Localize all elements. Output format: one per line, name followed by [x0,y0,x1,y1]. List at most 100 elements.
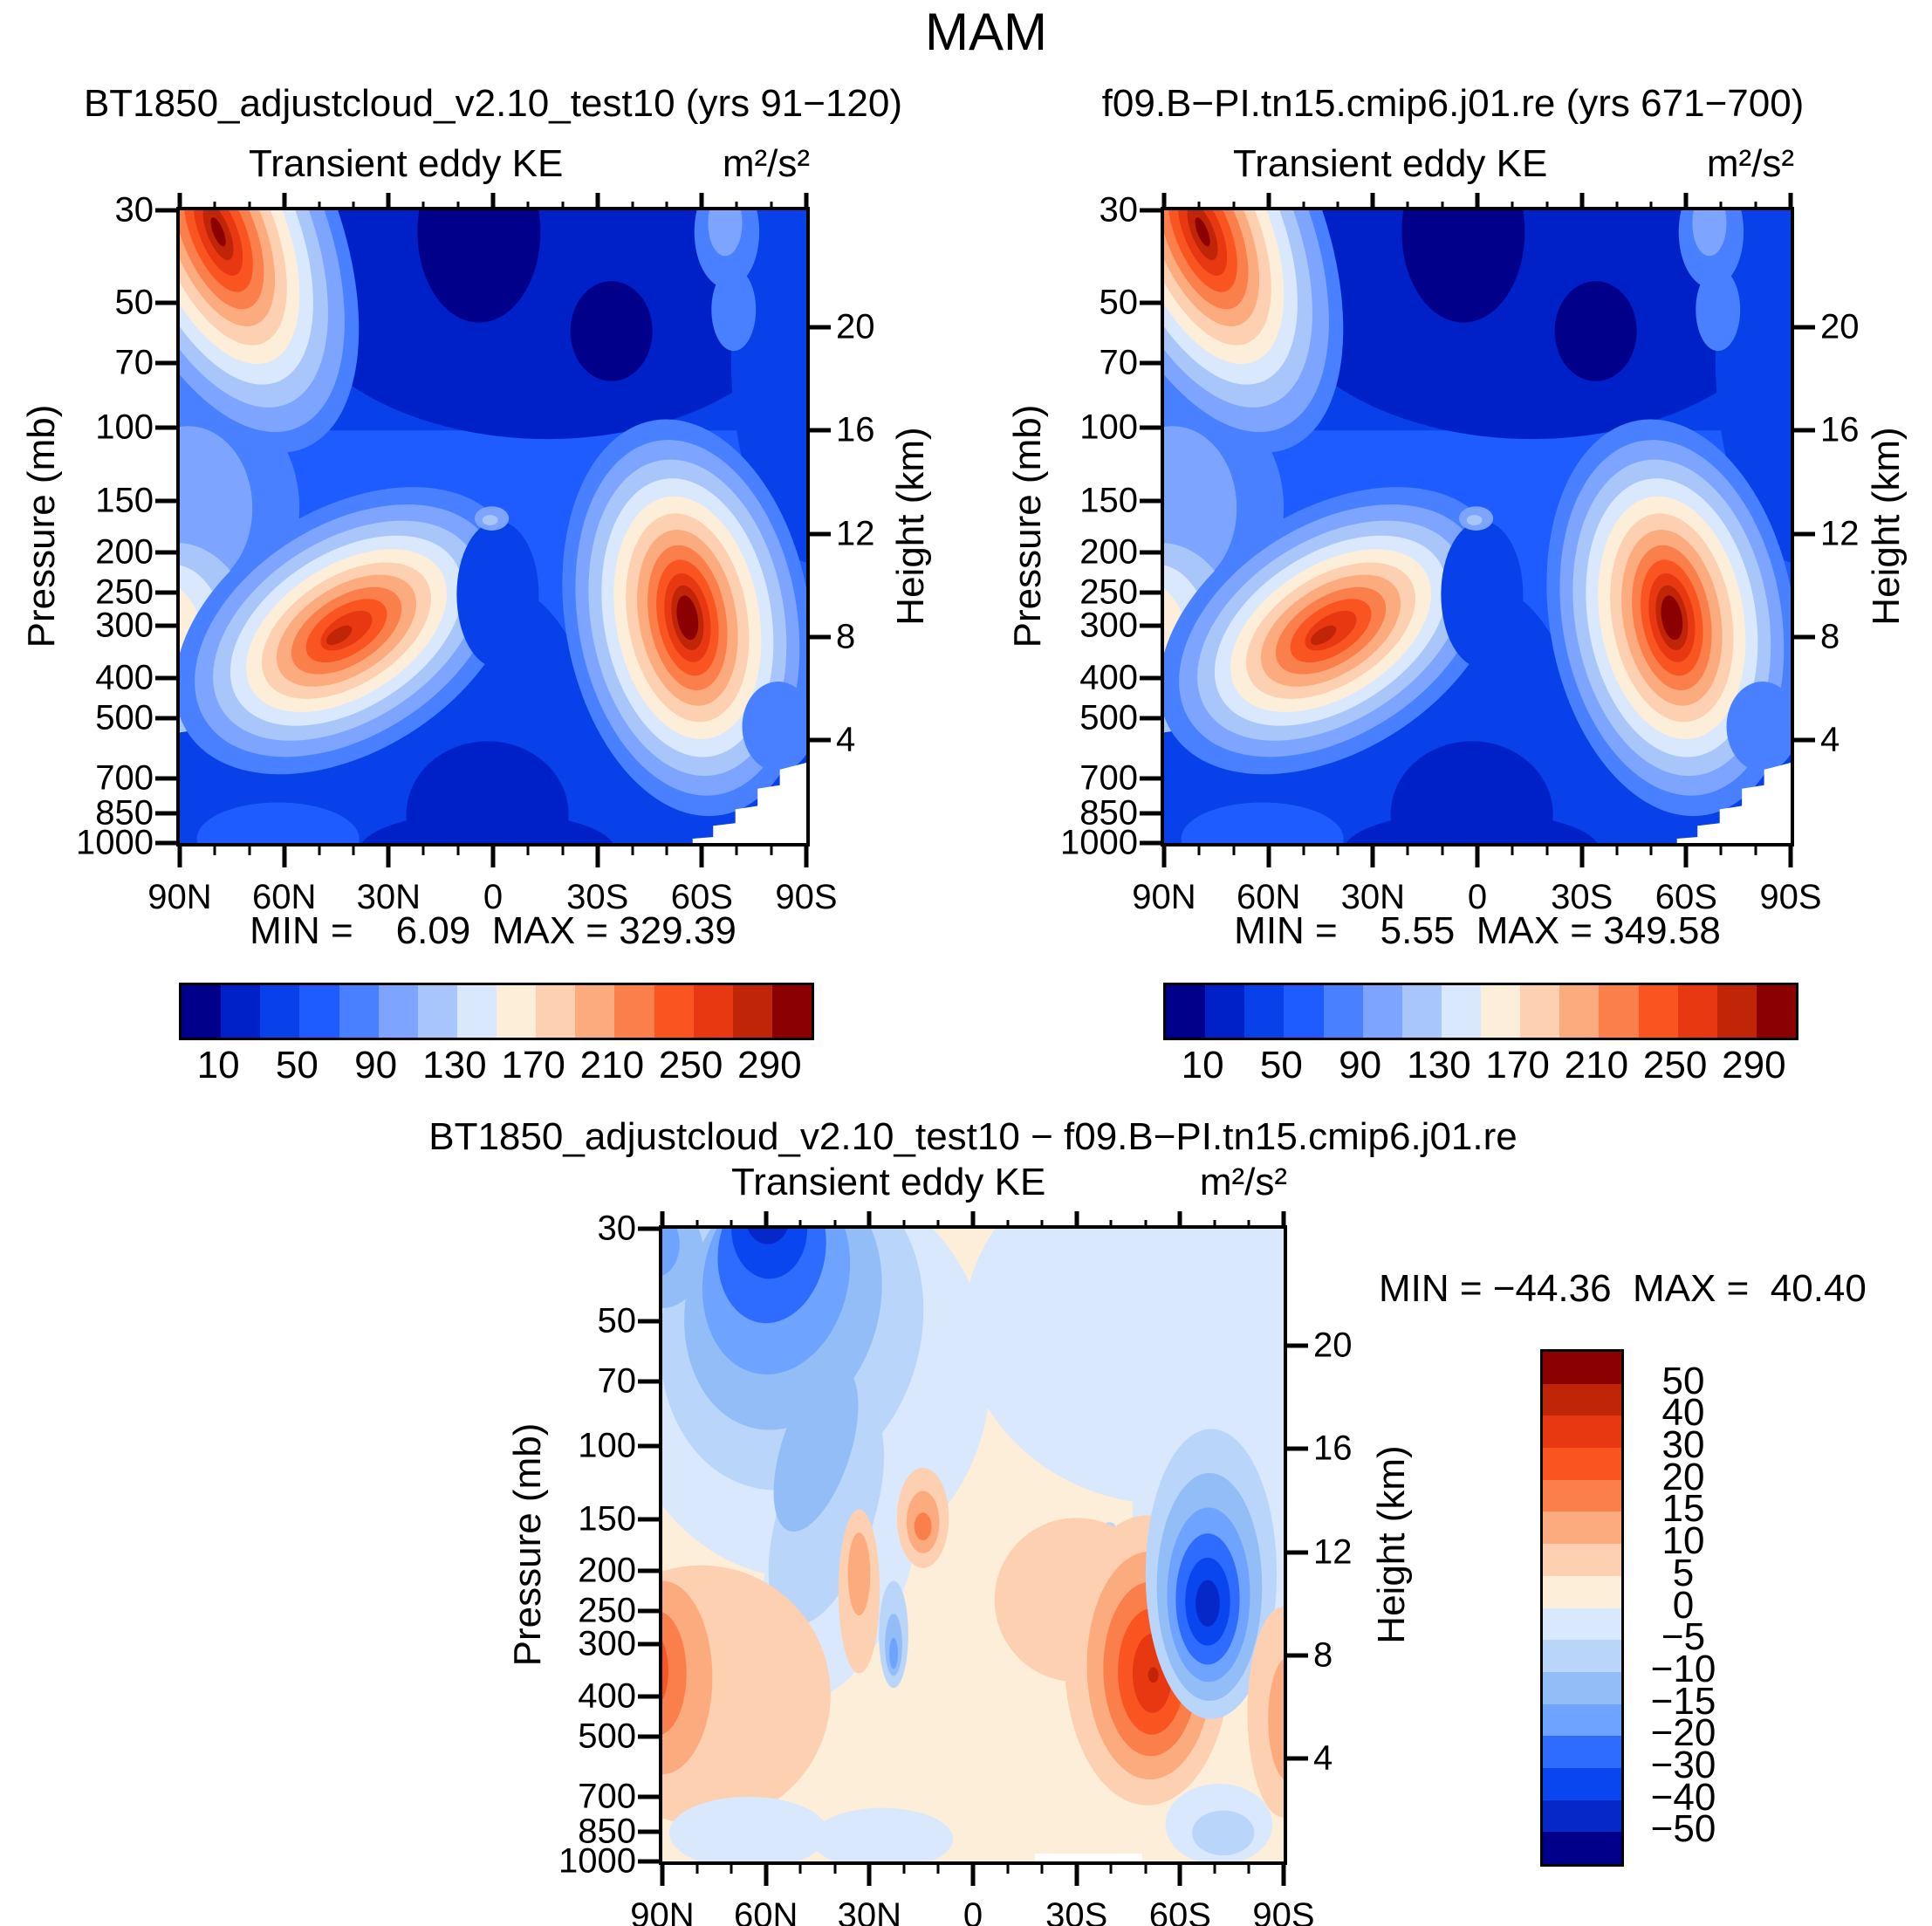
height-tick-label: 4 [1313,1738,1333,1778]
lat-minor-tick [561,202,565,210]
pressure-tick-label: 150 [578,1499,636,1539]
lat-tick-label: 60N [1236,878,1301,916]
lat-tick-label: 60S [670,878,733,916]
lat-tick [282,193,287,210]
lat-tick [1370,193,1375,210]
pressure-tick-label: 700 [578,1777,636,1816]
lat-tick [660,1861,665,1886]
height-tick [810,634,831,640]
panel-right-subtitle: Transient eddy KE [1233,142,1548,185]
pressure-tick-label: 500 [578,1717,636,1756]
lat-tick-label: 90S [775,878,838,916]
height-tick [1794,531,1815,537]
lat-tick [1161,193,1167,210]
colorbar-segment [1716,985,1757,1038]
colorbar-segment [1543,1352,1621,1384]
pressure-tick [155,590,176,595]
lat-minor-tick [248,843,251,855]
lat-tick [1281,1861,1286,1886]
lat-minor-tick [1006,1220,1010,1229]
pressure-tick-label: 850 [95,793,154,833]
colorbar-segment [1677,985,1717,1038]
lat-tick [1683,843,1689,867]
pressure-tick [638,1517,659,1522]
lat-tick-label: 60N [251,878,317,916]
colorbar-tick-label: 10 [196,1044,240,1086]
pressure-tick [155,425,176,430]
colorbar-tick-label: 40 [1661,1391,1705,1435]
pressure-tick-label: 850 [1079,793,1138,833]
pressure-tick [638,1608,659,1614]
lat-tick-label: 30S [1551,878,1613,916]
height-tick [1794,737,1815,743]
lat-tick-label: 30N [1340,878,1406,916]
lat-minor-tick [735,202,738,210]
colorbar-tick-label: 20 [1661,1455,1705,1498]
colorbar-segment [1756,985,1796,1038]
colorbar-tick-label: 250 [658,1044,723,1086]
lat-minor-tick [456,202,460,210]
pressure-tick-label: 700 [1079,758,1138,798]
colorbar-segment [693,985,733,1038]
colorbar-tick-label: 50 [1661,1359,1705,1402]
lat-tick [1177,1211,1182,1229]
lat-tick-label: 60N [733,1896,798,1926]
lat-tick [490,843,496,867]
colorbar-tick-label: 30 [1661,1423,1705,1467]
lat-minor-tick [936,1861,940,1874]
height-tick-label: 16 [836,410,875,449]
lat-tick [867,1211,872,1229]
pressure-tick-label: 400 [1079,658,1138,697]
height-tick-label: 8 [1820,617,1840,656]
colorbar-segment [1559,985,1600,1038]
colorbar-tick-label: 210 [579,1044,645,1086]
pressure-tick-label: 250 [578,1591,636,1630]
height-tick-label: 20 [1313,1326,1353,1365]
lat-tick [1266,193,1271,210]
pressure-tick-label: 250 [1079,572,1138,612]
colorbar-segment [1166,985,1206,1038]
colorbar-right [1163,983,1798,1040]
colorbar-tick-label: 170 [501,1044,565,1086]
panel-diff-units: m²/s² [1199,1161,1287,1203]
height-axis-title-left: Height (km) [889,427,932,626]
colorbar-segment [1543,1511,1621,1545]
lat-tick [1074,1211,1079,1229]
lat-minor-tick [1649,202,1653,210]
colorbar-segment [182,985,222,1038]
panel-diff-header: BT1850_adjustcloud_v2.10_test10 − f09.B−… [428,1115,1518,1158]
lat-minor-tick [695,1220,699,1229]
lat-minor-tick [665,202,668,210]
height-tick-label: 12 [836,514,875,553]
pressure-tick [155,675,176,681]
panel-right-units: m²/s² [1706,142,1794,185]
pressure-tick [638,1443,659,1449]
colorbar-segment [260,985,300,1038]
lat-minor-tick [1441,202,1444,210]
lat-tick [867,1861,872,1886]
pressure-tick-label: 400 [95,658,154,697]
panel-right-minmax: MIN = 5.55 MAX = 349.58 [1234,909,1721,952]
lat-minor-tick [730,1220,733,1229]
lat-tick-label: 30N [837,1896,902,1926]
height-axis-title-right: Height (km) [1865,427,1908,626]
pressure-tick [155,623,176,628]
colorbar-tick-label: −40 [1650,1775,1716,1819]
lat-tick-label: 0 [483,878,504,916]
lat-tick [804,843,809,867]
lat-tick-label: 90N [1132,878,1196,916]
colorbar-tick-label: 50 [1259,1044,1303,1086]
colorbar-segment [1543,1640,1621,1672]
pressure-tick [1140,498,1161,504]
lat-minor-tick [352,202,355,210]
lat-minor-tick [1511,202,1514,210]
lat-minor-tick [248,202,251,210]
lat-tick [1683,193,1689,210]
colorbar-segment [654,985,694,1038]
height-tick-label: 16 [1820,410,1860,449]
lat-minor-tick [1719,202,1723,210]
pressure-tick-label: 850 [578,1812,636,1851]
pressure-tick [1140,590,1161,595]
colorbar-tick-label: 10 [1181,1044,1224,1086]
